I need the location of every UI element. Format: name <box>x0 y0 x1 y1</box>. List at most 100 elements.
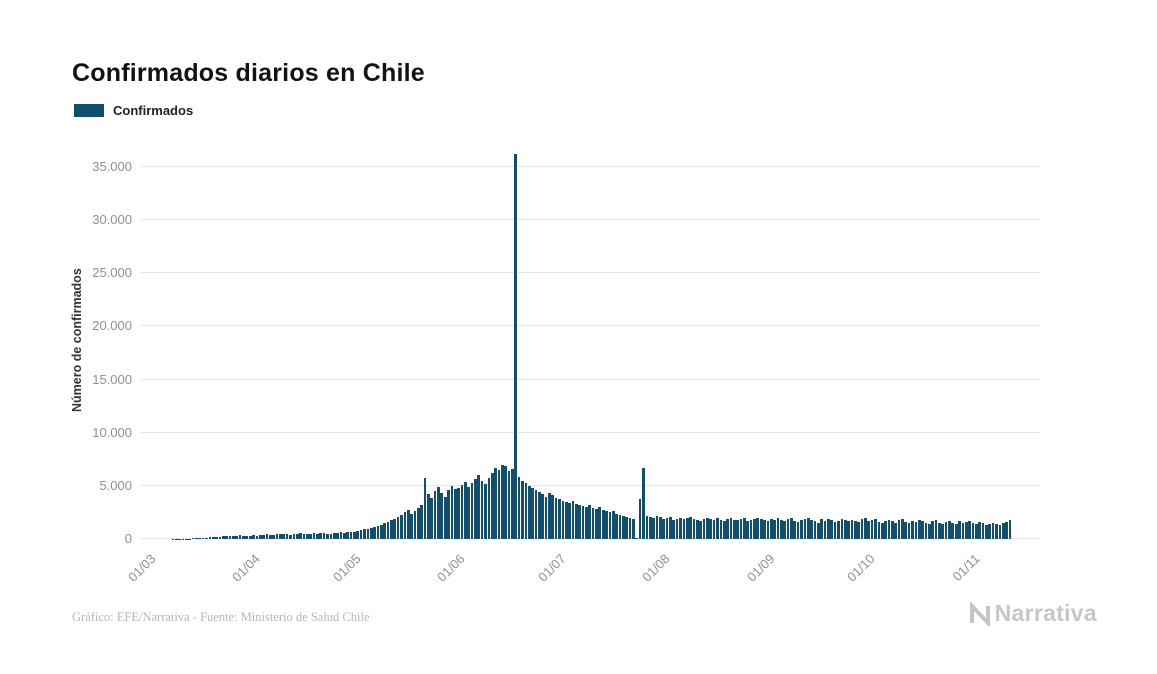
bar[interactable] <box>897 520 901 539</box>
bar[interactable] <box>736 520 739 539</box>
bar[interactable] <box>537 492 541 539</box>
bar[interactable] <box>880 523 884 539</box>
bar[interactable] <box>443 496 447 539</box>
bar[interactable] <box>783 521 787 539</box>
bar[interactable] <box>850 519 854 539</box>
bar[interactable] <box>356 530 360 539</box>
bar[interactable] <box>964 522 968 539</box>
bar[interactable] <box>319 533 323 539</box>
bar[interactable] <box>843 520 847 539</box>
bar[interactable] <box>205 537 208 539</box>
bar[interactable] <box>706 517 709 539</box>
bar[interactable] <box>232 535 235 539</box>
bar[interactable] <box>339 532 343 539</box>
bar[interactable] <box>322 533 326 539</box>
bar[interactable] <box>285 534 289 539</box>
bar[interactable] <box>447 490 450 539</box>
bar[interactable] <box>995 524 998 539</box>
bar[interactable] <box>954 523 958 539</box>
bar[interactable] <box>669 516 672 539</box>
bar[interactable] <box>864 518 867 539</box>
bar[interactable] <box>262 534 265 539</box>
bar[interactable] <box>874 518 877 539</box>
bar[interactable] <box>776 517 780 539</box>
bar[interactable] <box>601 510 605 539</box>
bar[interactable] <box>571 500 575 539</box>
bar[interactable] <box>857 522 860 539</box>
bar[interactable] <box>450 485 454 539</box>
bar[interactable] <box>242 535 245 539</box>
bar[interactable] <box>252 535 255 539</box>
bar[interactable] <box>440 493 444 539</box>
bar[interactable] <box>709 519 713 539</box>
bar[interactable] <box>817 522 820 539</box>
bar[interactable] <box>860 519 864 539</box>
bar[interactable] <box>215 536 218 539</box>
bar[interactable] <box>487 478 491 539</box>
bar[interactable] <box>907 523 911 539</box>
bar[interactable] <box>521 480 524 539</box>
bar[interactable] <box>400 514 403 539</box>
bar[interactable] <box>689 517 692 539</box>
bar[interactable] <box>551 495 555 539</box>
bar[interactable] <box>208 537 212 539</box>
bar[interactable] <box>695 519 699 539</box>
bar[interactable] <box>373 526 376 539</box>
bar[interactable] <box>269 534 272 539</box>
bar[interactable] <box>507 470 511 539</box>
bar[interactable] <box>611 511 615 539</box>
bar[interactable] <box>255 535 259 539</box>
bar[interactable] <box>810 520 813 539</box>
bar[interactable] <box>904 522 908 539</box>
bar[interactable] <box>527 485 531 539</box>
bar[interactable] <box>1005 522 1008 539</box>
bar[interactable] <box>396 516 400 539</box>
bar[interactable] <box>739 519 743 539</box>
bar[interactable] <box>837 520 840 539</box>
bar[interactable] <box>225 535 228 539</box>
bar[interactable] <box>911 520 914 539</box>
bar[interactable] <box>474 479 477 539</box>
bar[interactable] <box>467 486 471 539</box>
bar[interactable] <box>632 518 635 539</box>
bar[interactable] <box>702 518 706 539</box>
bar[interactable] <box>648 516 652 539</box>
bar[interactable] <box>948 520 951 539</box>
bar[interactable] <box>198 538 202 539</box>
bar[interactable] <box>914 522 918 539</box>
bar[interactable] <box>292 534 296 539</box>
bar[interactable] <box>642 467 645 539</box>
bar[interactable] <box>635 538 639 539</box>
bar[interactable] <box>679 517 682 539</box>
bar[interactable] <box>464 481 467 539</box>
bar[interactable] <box>299 533 302 539</box>
bar[interactable] <box>390 520 393 539</box>
bar[interactable] <box>685 518 689 539</box>
bar[interactable] <box>813 521 817 539</box>
bar[interactable] <box>615 513 618 539</box>
bar[interactable] <box>346 532 349 539</box>
bar[interactable] <box>410 513 413 539</box>
bar[interactable] <box>790 518 793 539</box>
bar[interactable] <box>753 518 756 539</box>
bar[interactable] <box>870 519 874 539</box>
bar[interactable] <box>847 521 850 539</box>
bar[interactable] <box>625 516 629 539</box>
bar[interactable] <box>988 523 992 539</box>
bar[interactable] <box>968 520 971 539</box>
bar[interactable] <box>423 478 427 539</box>
bar[interactable] <box>719 519 723 539</box>
bar[interactable] <box>796 522 800 539</box>
bar[interactable] <box>541 494 544 539</box>
bar[interactable] <box>363 529 366 539</box>
bar[interactable] <box>359 530 363 539</box>
bar[interactable] <box>917 519 921 539</box>
bar[interactable] <box>379 524 383 539</box>
bar[interactable] <box>470 482 474 539</box>
bar[interactable] <box>420 505 423 539</box>
bar[interactable] <box>403 512 407 539</box>
bar[interactable] <box>595 509 598 539</box>
bar[interactable] <box>780 520 783 539</box>
bar[interactable] <box>191 538 195 539</box>
bar[interactable] <box>638 498 642 539</box>
